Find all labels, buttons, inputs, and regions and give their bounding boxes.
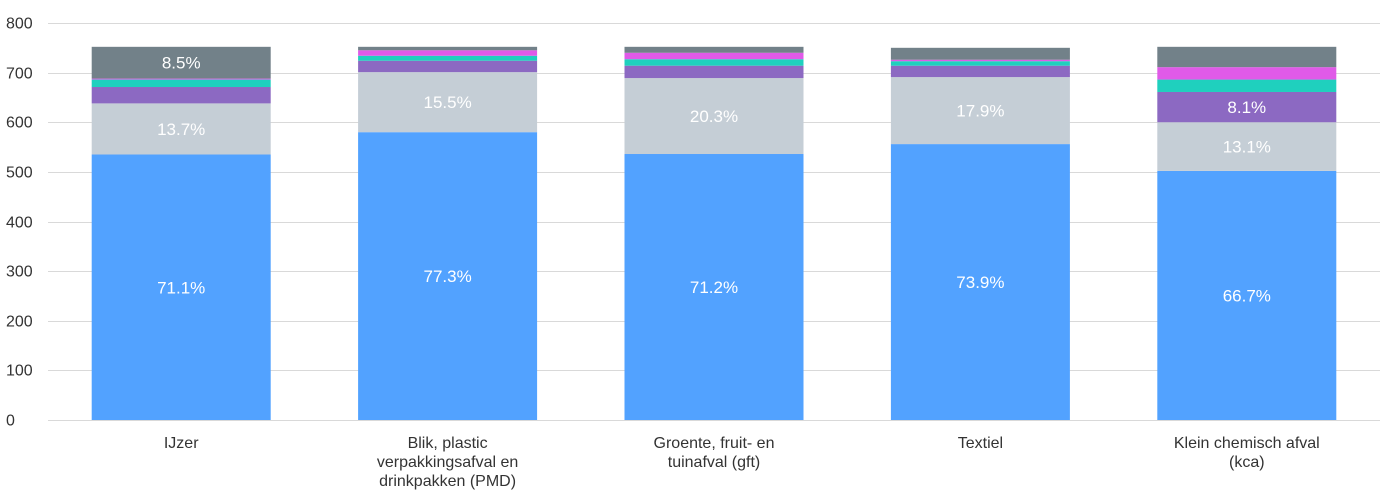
data-label: 66.7% (1223, 286, 1271, 305)
bar-segment (1157, 67, 1337, 80)
y-tick-label: 600 (6, 115, 33, 132)
y-tick-label: 100 (6, 363, 33, 380)
x-category-label: Blik, plastic (408, 435, 488, 452)
bar-segment (91, 154, 271, 420)
data-label: 71.1% (157, 278, 205, 297)
bar-segment (358, 55, 538, 61)
y-tick-label: 300 (6, 264, 33, 281)
bar-segment (890, 61, 1070, 66)
data-label: 71.2% (690, 278, 738, 297)
bar-segment (358, 50, 538, 56)
bar-segment (890, 144, 1070, 420)
bar-segment (624, 78, 804, 155)
x-category-label: drinkpakken (PMD) (379, 473, 516, 490)
bar-segment (91, 46, 271, 79)
bar-segment (624, 52, 804, 60)
bar-segment (91, 103, 271, 155)
x-category-label: tuinafval (gft) (668, 454, 760, 471)
bar-segment (624, 65, 804, 79)
data-label: 73.9% (956, 273, 1004, 292)
bar-segment (890, 59, 1070, 62)
bar-segment (1157, 91, 1337, 123)
bar-segment (91, 79, 271, 88)
x-category-label: IJzer (164, 435, 199, 452)
data-label: 8.1% (1227, 98, 1266, 117)
x-category-label: Klein chemisch afval (1174, 435, 1320, 452)
data-label: 8.5% (162, 54, 201, 73)
bar-segment (624, 154, 804, 420)
bar-segment (890, 65, 1070, 78)
y-tick-label: 500 (6, 165, 33, 182)
y-tick-label: 700 (6, 66, 33, 83)
bar-segment (1157, 46, 1337, 68)
bar-segment (358, 46, 538, 51)
bar-segment (890, 47, 1070, 60)
bar-segment (1157, 170, 1337, 420)
x-category-label: Textiel (958, 435, 1003, 452)
bar-segment (358, 72, 538, 133)
y-tick-label: 800 (6, 16, 33, 33)
data-label: 13.1% (1223, 138, 1271, 157)
bar-segment (358, 132, 538, 421)
y-tick-label: 200 (6, 314, 33, 331)
y-tick-label: 400 (6, 215, 33, 232)
bar-segment (358, 60, 538, 73)
bar-segment (91, 87, 271, 104)
bar-segment (624, 46, 804, 53)
data-label: 17.9% (956, 102, 1004, 121)
data-label: 20.3% (690, 107, 738, 126)
bar-segment (624, 59, 804, 66)
data-label: 15.5% (423, 93, 471, 112)
bar-segment (91, 78, 271, 80)
bar-segment (890, 77, 1070, 145)
bar-segment (1157, 79, 1337, 92)
data-label: 13.7% (157, 120, 205, 139)
y-tick-label: 0 (6, 413, 15, 430)
x-category-label: (kca) (1229, 454, 1265, 471)
data-label: 77.3% (423, 267, 471, 286)
x-category-label: verpakkingsafval en (377, 454, 518, 471)
x-category-label: Groente, fruit- en (654, 435, 775, 452)
bar-segment (1157, 122, 1337, 171)
